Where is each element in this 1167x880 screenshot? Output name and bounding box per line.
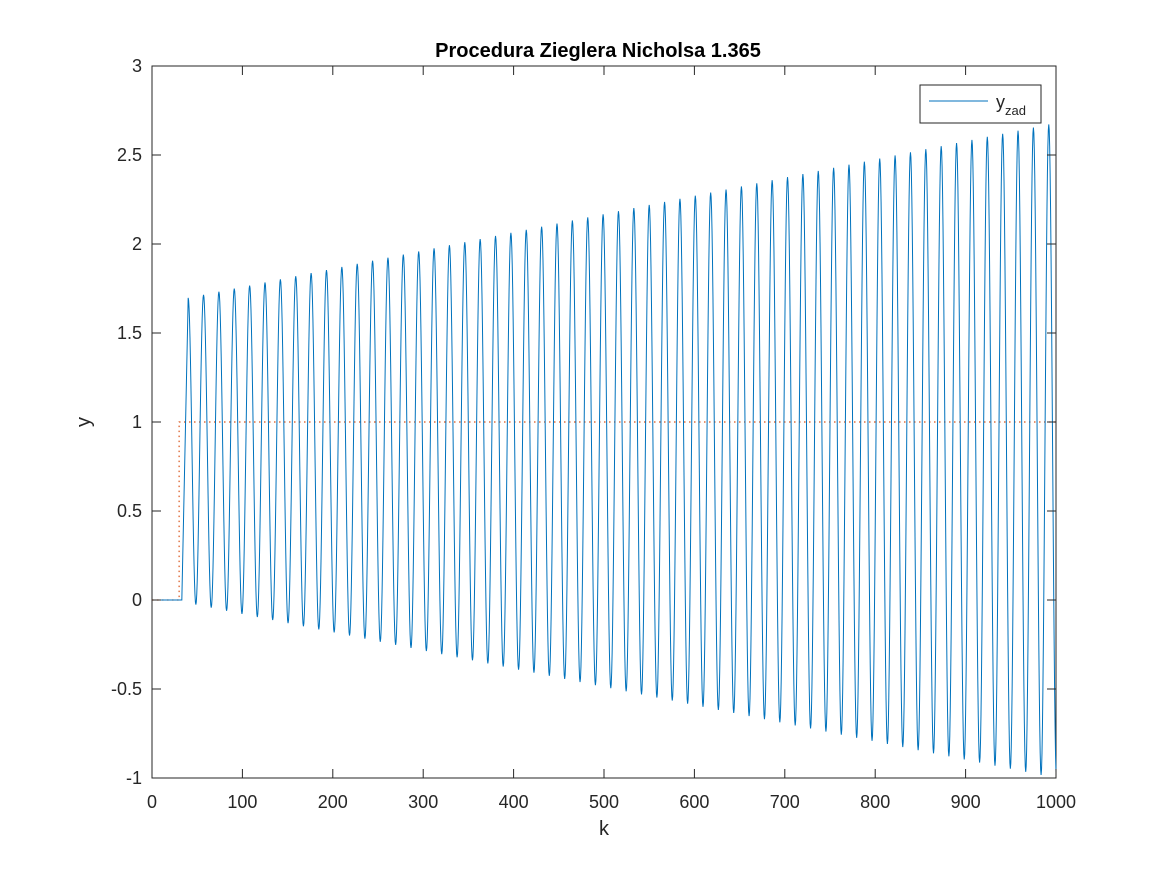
y-tick-label: 0	[132, 590, 142, 610]
x-tick-label: 700	[770, 792, 800, 812]
y-tick-label: 2.5	[117, 145, 142, 165]
x-tick-label: 300	[408, 792, 438, 812]
x-tick-label: 500	[589, 792, 619, 812]
x-axis-label: k	[599, 818, 610, 840]
y-tick-label: -1	[126, 768, 142, 788]
x-tick-label: 600	[679, 792, 709, 812]
x-tick-label: 400	[499, 792, 529, 812]
x-tick-label: 900	[951, 792, 981, 812]
ticks-layer: 0 100 200 300 400 500 600 700 800 900 1000 -1 -0.5 0 0…	[111, 56, 1076, 812]
x-tick-label: 1000	[1036, 792, 1076, 812]
series-layer	[152, 124, 1057, 776]
y-tick-label: 1	[132, 412, 142, 432]
series-line-y	[152, 124, 1057, 776]
y-axis-label: y	[73, 417, 95, 427]
legend-entry-label: yzad	[996, 92, 1026, 118]
x-tick-label: 800	[860, 792, 890, 812]
legend-box	[919, 84, 1042, 124]
legend-entry-subscript: zad	[1005, 103, 1026, 118]
x-tick-label: 200	[318, 792, 348, 812]
x-tick-label: 100	[227, 792, 257, 812]
legend-entry-base: y	[996, 92, 1005, 112]
y-tick-label: 2	[132, 234, 142, 254]
series-line-y-zad	[152, 421, 1056, 601]
x-tick-label: 0	[147, 792, 157, 812]
y-tick-label: -0.5	[111, 679, 142, 699]
y-tick-label: 0.5	[117, 501, 142, 521]
plot-area: 0 100 200 300 400 500 600 700 800 900 1000 -1 -0.5 0 0…	[111, 56, 1076, 812]
y-tick-label: 3	[132, 56, 142, 76]
y-tick-label: 1.5	[117, 323, 142, 343]
chart-title: Procedura Zieglera Nicholsa 1.365	[435, 40, 761, 62]
legend: yzad	[919, 84, 1042, 124]
